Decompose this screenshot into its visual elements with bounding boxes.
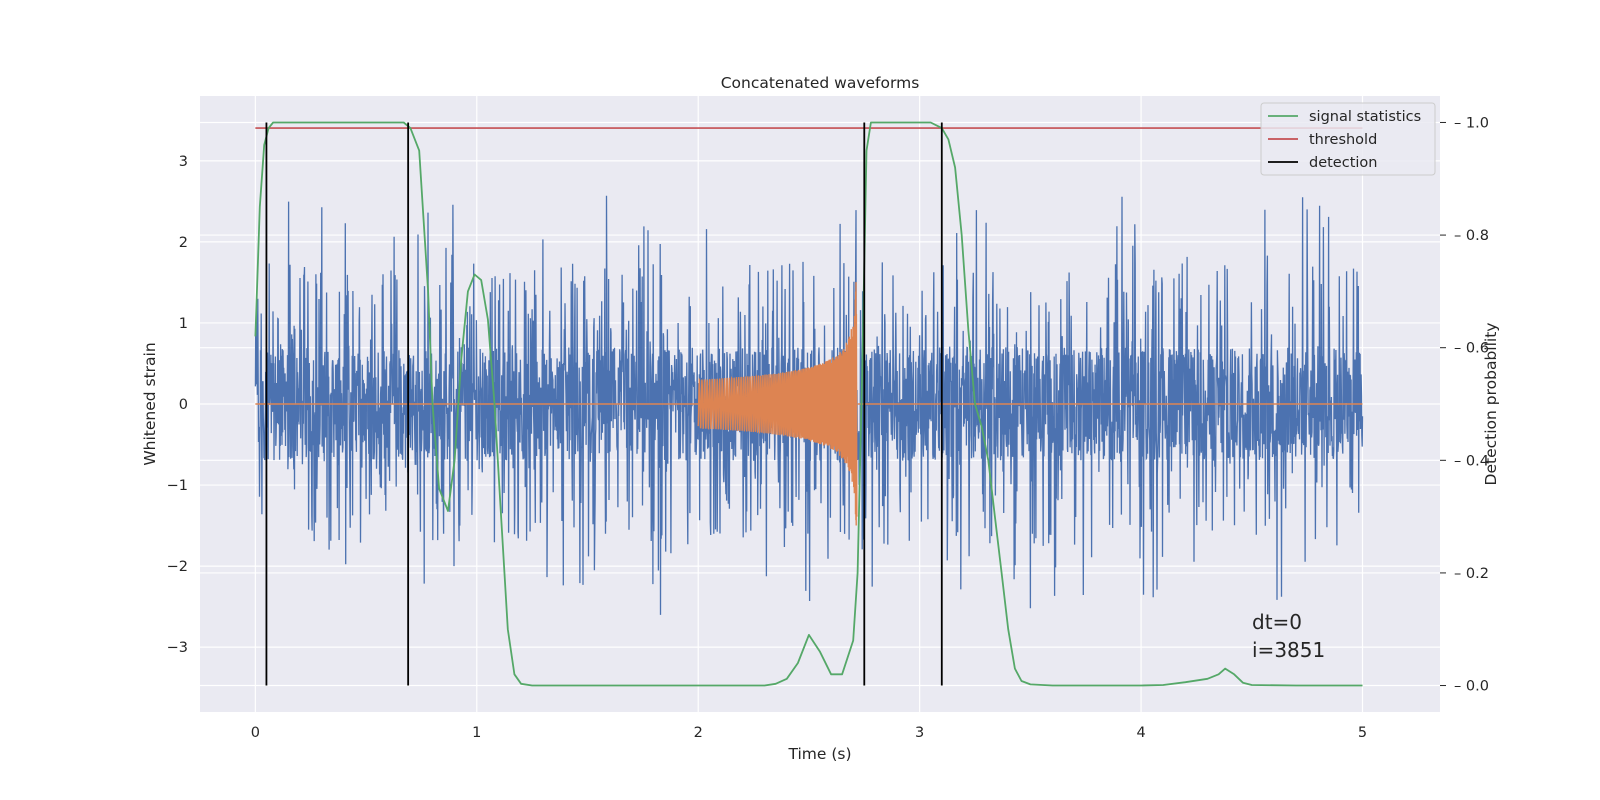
annotation-line-dt: dt=0 <box>1252 610 1302 634</box>
x-tick-label: 3 <box>915 725 924 741</box>
y-tick-label: 3 <box>179 154 188 170</box>
chart-title: Concatenated waveforms <box>721 74 920 92</box>
y-tick-label: 0 <box>179 397 188 413</box>
y2-tick-label: – 0.6 <box>1454 341 1489 357</box>
annotation: dt=0 i=3851 <box>1252 610 1325 662</box>
y2-tick-label: – 0.4 <box>1454 453 1489 469</box>
template-chirp-line <box>697 282 858 526</box>
x-tick-label: 1 <box>472 725 481 741</box>
legend-label-threshold: threshold <box>1309 132 1377 148</box>
legend-box <box>1260 102 1436 176</box>
y-axis-label: Whitened strain <box>141 342 159 465</box>
x-tick-label: 2 <box>694 725 703 741</box>
plot-area <box>254 121 1364 687</box>
y2-tick-label: – 1.0 <box>1454 115 1489 131</box>
y2-tick-label: – 0.0 <box>1454 679 1489 695</box>
tick-labels: 0 1 2 3 4 5 −3 −2 −1 0 1 2 3 – 0.0 – 0.2 – 0.4 – 0.6 – 0.… <box>167 115 1489 741</box>
y-tick-label: −1 <box>167 478 188 494</box>
y-tick-label: 2 <box>179 235 188 251</box>
y-tick-label: −2 <box>167 559 188 575</box>
x-tick-label: 4 <box>1136 725 1145 741</box>
signal-statistics-line <box>254 121 1363 687</box>
legend-label-signal-statistics: signal statistics <box>1309 109 1421 125</box>
y2-tick-label: – 0.8 <box>1454 228 1489 244</box>
annotation-line-i: i=3851 <box>1252 638 1325 662</box>
x-axis-label: Time (s) <box>787 745 851 763</box>
y2-axis-label: Detection probability <box>1482 323 1500 486</box>
y-tick-label: 1 <box>179 316 188 332</box>
x-tick-label: 0 <box>251 725 260 741</box>
legend-label-detection: detection <box>1309 155 1377 171</box>
y2-tick-label: – 0.2 <box>1454 566 1489 582</box>
legend: signal statistics threshold detection <box>1260 102 1436 176</box>
x-tick-label: 5 <box>1358 725 1367 741</box>
y-tick-label: −3 <box>167 640 188 656</box>
